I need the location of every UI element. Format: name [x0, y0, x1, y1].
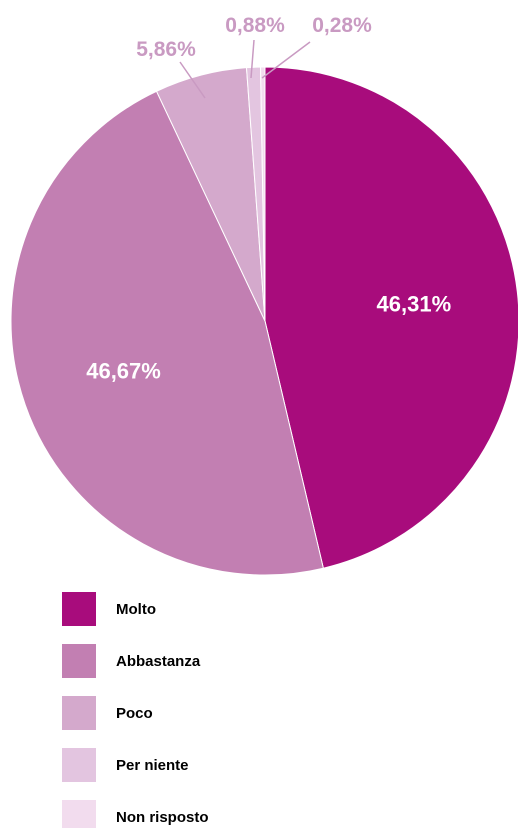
legend-swatch-non-risposto: [62, 800, 96, 828]
slice-label-non-risposto: 0,28%: [312, 14, 372, 37]
legend-label-non-risposto: Non risposto: [116, 809, 209, 826]
legend-item-non-risposto: Non risposto: [62, 800, 362, 828]
legend: Molto Abbastanza Poco Per niente Non ris…: [62, 592, 362, 828]
leader-lines: [179, 39, 311, 99]
legend-label-per-niente: Per niente: [116, 757, 189, 774]
leader-line-per-niente: [250, 39, 255, 79]
legend-label-poco: Poco: [116, 705, 153, 722]
legend-item-poco: Poco: [62, 696, 362, 748]
legend-label-abbastanza: Abbastanza: [116, 653, 201, 670]
slice-label-poco: 5,86%: [136, 38, 196, 61]
slice-label-molto: 46,31%: [377, 292, 452, 317]
slice-label-per-niente: 0,88%: [225, 14, 285, 37]
slice-label-abbastanza: 46,67%: [86, 358, 161, 383]
pie-slice-abbastanza: [10, 90, 324, 576]
pie-slice-non-risposto: [260, 66, 266, 322]
legend-swatch-poco: [62, 696, 96, 730]
leader-line-poco: [179, 61, 206, 99]
legend-item-molto: Molto: [62, 592, 362, 644]
legend-label-molto: Molto: [116, 601, 156, 618]
leader-line-non-risposto: [261, 41, 311, 79]
pie-slices: [10, 66, 518, 576]
legend-item-abbastanza: Abbastanza: [62, 644, 362, 696]
legend-item-per-niente: Per niente: [62, 748, 362, 800]
legend-swatch-molto: [62, 592, 96, 626]
pie-svg: 46,31% 46,67% 5,86% 0,88% 0,28%: [10, 14, 518, 576]
legend-swatch-abbastanza: [62, 644, 96, 678]
pie-slice-molto: [264, 66, 518, 569]
legend-swatch-per-niente: [62, 748, 96, 782]
slice-labels: 46,31% 46,67% 5,86% 0,88% 0,28%: [86, 14, 451, 383]
